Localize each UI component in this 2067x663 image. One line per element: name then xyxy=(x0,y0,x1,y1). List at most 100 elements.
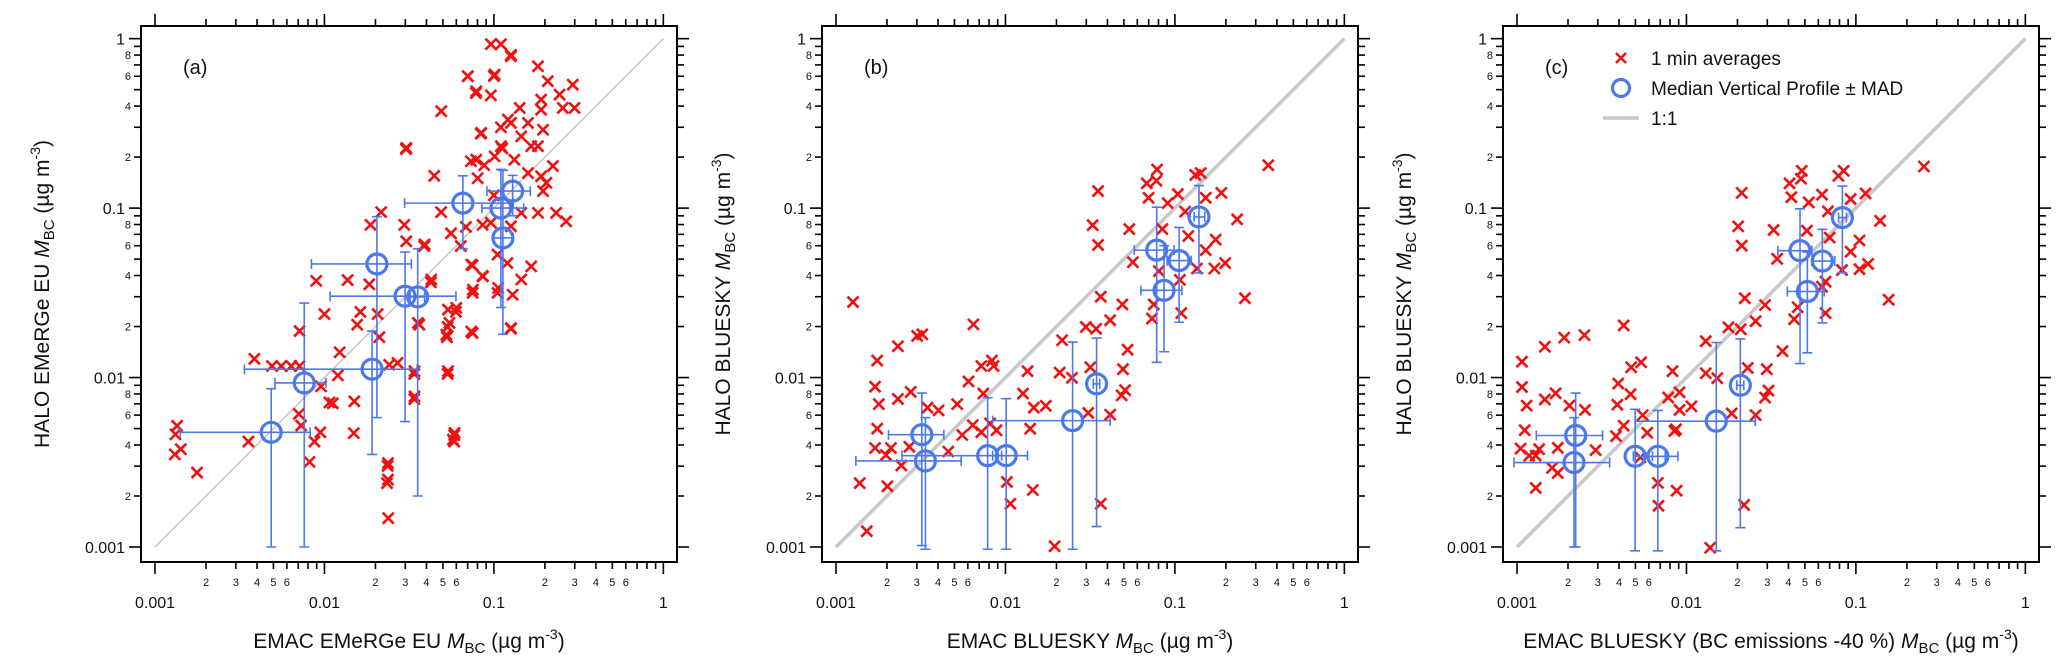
scatter-point xyxy=(1770,252,1784,266)
scatter-point xyxy=(1140,176,1154,190)
scatter-point xyxy=(1053,366,1067,379)
median-point xyxy=(406,285,430,309)
x-minor-tick-label: 3 xyxy=(1934,577,1940,589)
label-subscript: BC xyxy=(722,232,739,253)
y-minor-tick-label: 6 xyxy=(125,241,131,253)
scatter-point xyxy=(1791,300,1805,314)
x-error-bar xyxy=(274,377,327,388)
scatter-point xyxy=(1199,243,1213,257)
scatter-point xyxy=(1142,191,1155,205)
x-major-tick-label: 1 xyxy=(2021,595,2030,612)
x-major-tick-label: 0.001 xyxy=(816,595,856,612)
scatter-point xyxy=(318,307,331,321)
scatter-point xyxy=(1207,262,1221,275)
y-error-bar xyxy=(1652,409,1663,552)
scatter-point xyxy=(1873,214,1887,228)
scatter-point xyxy=(546,159,560,173)
x-minor-tick-label: 4 xyxy=(423,577,429,589)
y-error-bar xyxy=(1735,338,1746,529)
scatter-point xyxy=(1610,398,1624,412)
scatter-point xyxy=(1529,481,1543,495)
plot-area xyxy=(834,37,1346,553)
y-minor-tick-label: 6 xyxy=(806,241,812,253)
scatter-point xyxy=(932,403,945,417)
median-point xyxy=(1646,444,1670,468)
scatter-point xyxy=(441,364,455,378)
scatter-point xyxy=(476,270,490,283)
x-minor-tick-label: 4 xyxy=(1785,577,1791,589)
x-error-bar xyxy=(329,291,457,302)
x-minor-tick-label: 3 xyxy=(233,577,239,589)
x-minor-tick-label: 5 xyxy=(1802,577,1808,589)
y-error-bar xyxy=(1193,184,1204,274)
y-minor-tick-label: 2 xyxy=(1487,152,1493,164)
scatter-point xyxy=(1666,364,1679,378)
label-text: EMAC BLUESKY xyxy=(947,630,1116,653)
label-close: ) xyxy=(1226,630,1233,653)
y-minor-tick-label: 4 xyxy=(1487,440,1493,452)
scatter-point xyxy=(506,288,520,302)
median-point xyxy=(1795,279,1819,304)
scatter-point xyxy=(347,394,361,408)
label-unit: (µg m xyxy=(712,172,735,232)
scatter-point xyxy=(1230,212,1244,226)
scatter-point xyxy=(474,126,488,140)
label-exponent: -3 xyxy=(545,626,558,642)
scatter-point xyxy=(879,448,893,462)
x-minor-tick-label: 3 xyxy=(914,577,920,589)
scatter-point xyxy=(513,101,527,115)
scatter-point xyxy=(521,116,535,130)
scatter-point xyxy=(1668,424,1681,438)
scatter-point xyxy=(1917,160,1931,173)
x-minor-tick-label: 2 xyxy=(1223,577,1229,589)
scatter-point xyxy=(1735,186,1749,200)
scatter-point xyxy=(872,397,886,411)
y-major-tick-label: 0.001 xyxy=(766,540,806,557)
scatter-point xyxy=(1055,333,1069,347)
y-major-tick-label: 0.1 xyxy=(103,201,125,218)
scatter-point xyxy=(1800,224,1814,238)
scatter-point xyxy=(1617,419,1631,433)
x-error-bar xyxy=(179,427,312,438)
scatter-point xyxy=(292,407,306,421)
scatter-point xyxy=(1670,484,1684,498)
label-symbol: M xyxy=(1901,630,1919,653)
panel-label: (a) xyxy=(183,57,207,79)
scatter-point xyxy=(364,218,377,232)
y-error-bar xyxy=(367,330,378,456)
plot-frame xyxy=(140,25,678,563)
scatter-point xyxy=(1150,174,1163,188)
median-point xyxy=(1728,373,1752,397)
scatter-point xyxy=(1103,313,1117,327)
scatter-point xyxy=(1039,399,1053,413)
y-error-bar xyxy=(920,416,931,551)
y-error-bar xyxy=(1817,228,1828,324)
scatter-point xyxy=(380,476,394,490)
scatter-point xyxy=(559,214,573,228)
x-error-bar xyxy=(1651,451,1679,462)
scatter-point xyxy=(556,101,570,115)
x-error-bar xyxy=(1535,430,1604,441)
x-minor-tick-label: 4 xyxy=(1955,577,1961,589)
scatter-point xyxy=(1026,483,1040,497)
x-minor-tick-label: 2 xyxy=(1904,577,1910,589)
x-minor-tick-label: 3 xyxy=(402,577,408,589)
scatter-point xyxy=(1103,408,1117,422)
y-minor-tick-label: 4 xyxy=(1487,101,1493,113)
scatter-point xyxy=(381,456,395,470)
x-minor-tick-label: 2 xyxy=(884,577,890,589)
x-major-tick-label: 1 xyxy=(1340,595,1349,612)
scatter-point xyxy=(190,466,204,479)
x-minor-tick-label: 2 xyxy=(1734,577,1740,589)
scatter-point xyxy=(870,354,884,367)
scatter-point xyxy=(1859,187,1872,200)
label-symbol: M xyxy=(1393,252,1416,270)
y-major-tick-label: 0.1 xyxy=(1465,201,1487,218)
scatter-point xyxy=(1815,188,1829,202)
scatter-point xyxy=(1802,196,1816,209)
label-text: EMAC BLUESKY (BC emissions -40 %) xyxy=(1523,630,1901,653)
y-error-bar xyxy=(1630,408,1641,552)
scatter-point xyxy=(553,88,566,101)
